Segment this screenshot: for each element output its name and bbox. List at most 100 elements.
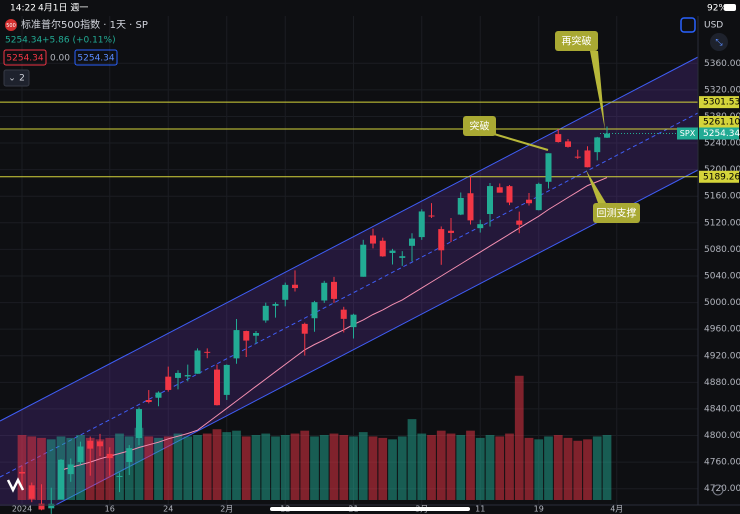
volume-bar: [300, 430, 310, 500]
candle-body: [116, 475, 123, 477]
volume-bar: [339, 435, 349, 500]
x-tick-label: 11: [475, 505, 485, 514]
candle-body: [19, 471, 25, 474]
volume-bar: [602, 435, 612, 500]
callout-box: [555, 31, 598, 51]
y-tick-label: 5000.00: [704, 298, 740, 308]
volume-bar: [407, 419, 417, 500]
candle-body: [292, 284, 298, 289]
volume-bar: [154, 437, 163, 500]
indicators-count[interactable]: 2: [19, 74, 25, 84]
sell-button[interactable]: [3, 49, 47, 66]
volume-bar: [319, 435, 329, 500]
callout-text: 再突破: [562, 35, 592, 48]
candle-body: [340, 309, 347, 319]
volume-bar: [290, 433, 300, 500]
x-tick-label: 2月: [220, 505, 233, 514]
candle-body: [399, 256, 406, 258]
annotations: 突破 再突破 回测支撑: [463, 31, 640, 223]
volume-bar: [583, 439, 592, 500]
level-label-box: [699, 116, 739, 129]
volume-bar: [232, 430, 241, 500]
volume-bar: [202, 433, 212, 500]
callout-text: 回测支撑: [597, 207, 637, 220]
candle-body: [233, 330, 240, 359]
volume-bar: [329, 433, 339, 500]
volume-bar: [553, 435, 563, 500]
volume-bar: [475, 437, 485, 500]
level-label: 5301.53: [703, 98, 740, 108]
candle-body: [535, 183, 542, 211]
candle-body: [321, 282, 328, 301]
candle-body: [223, 364, 230, 395]
candle-body: [555, 134, 562, 143]
volume-bar: [310, 436, 319, 500]
candle-body: [282, 284, 289, 300]
candle-body: [545, 153, 552, 182]
x-tick-label: 24: [163, 505, 173, 514]
y-tick-label: 4880.00: [704, 378, 740, 388]
last-symbol-box: [677, 127, 698, 140]
settings-button[interactable]: [712, 484, 724, 496]
currency[interactable]: USD: [704, 21, 723, 31]
volume-bar: [514, 375, 524, 500]
fullscreen-button[interactable]: [680, 17, 696, 33]
candle-body: [370, 235, 376, 244]
candle-body: [438, 229, 445, 251]
candle-body: [331, 281, 337, 299]
volume-bar: [466, 430, 475, 500]
levels: [0, 101, 698, 178]
candle-body: [38, 503, 45, 510]
callout-pointer: [493, 133, 549, 151]
indicators-toggle[interactable]: [3, 69, 30, 87]
volume-bar: [212, 429, 222, 500]
volume-bar: [193, 435, 202, 500]
volume-bar: [592, 436, 602, 500]
moving-average: [60, 177, 608, 471]
status-battery: 92%: [707, 4, 727, 14]
volume-bar: [417, 433, 427, 500]
volume-bar: [27, 436, 37, 500]
volume-bar: [368, 436, 378, 500]
y-tick-label: 5080.00: [704, 245, 740, 255]
y-tick-label: 5320.00: [704, 85, 740, 95]
y-tick-label: 5160.00: [704, 192, 740, 202]
volume-bar: [446, 433, 456, 500]
y-tick-label: 5120.00: [704, 218, 740, 228]
candle-body: [145, 400, 152, 402]
y-tick-label: 4840.00: [704, 404, 740, 414]
callout-text: 突破: [470, 120, 490, 133]
volume-bar: [436, 430, 446, 500]
volume-bar: [358, 432, 368, 500]
candle-body: [428, 215, 435, 217]
volume-bar: [134, 427, 144, 500]
candle-body: [87, 440, 94, 449]
ask-price[interactable]: 5254.34: [77, 54, 114, 64]
x-tick-label: 19: [534, 505, 544, 514]
candle-body: [126, 448, 133, 463]
candle-body: [48, 503, 55, 509]
buy-button[interactable]: [74, 49, 118, 66]
candle-body: [77, 446, 84, 463]
candle-body: [175, 372, 181, 378]
callout-pointer: [586, 170, 606, 203]
scale-icon: ⤡: [715, 38, 722, 48]
status-time: 14:22: [10, 4, 36, 14]
candle-body: [467, 193, 474, 221]
bid-price[interactable]: 5254.34: [6, 54, 43, 64]
symbol-icon-text: 500: [6, 23, 16, 29]
candle-body: [604, 133, 610, 138]
x-tick-label: 2024: [12, 505, 32, 514]
candle-body: [272, 303, 279, 306]
volume-bar: [505, 433, 514, 500]
scale-button[interactable]: [710, 33, 728, 51]
volume-bar: [115, 433, 124, 500]
volume-bar: [378, 437, 388, 500]
candle-body: [565, 141, 571, 147]
candle-body: [67, 464, 74, 475]
status-date: 4月1日 週一: [38, 3, 88, 14]
channel-mid: [0, 112, 698, 478]
level-label: 5261.10: [703, 118, 740, 128]
y-tick-label: 5360.00: [704, 59, 740, 69]
